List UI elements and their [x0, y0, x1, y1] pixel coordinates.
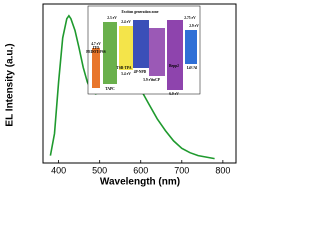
- inset-label: 4.7 eV: [91, 42, 101, 46]
- inset-label: TAPC: [105, 87, 115, 91]
- x-tick-label: 800: [215, 165, 230, 175]
- x-axis-label: Wavelength (nm): [100, 177, 180, 188]
- tapc-layer: [103, 22, 117, 84]
- npd-layer: [133, 20, 149, 68]
- x-tick-label: 400: [51, 165, 66, 175]
- bepp-layer: [167, 20, 183, 90]
- x-tick-label: 600: [133, 165, 148, 175]
- chart: EL Intensity (a.u.) Wavelength (nm) 400 5…: [5, 3, 237, 188]
- inset-label: 2.4 eV: [121, 20, 131, 24]
- ito-layer: [92, 48, 100, 88]
- inset-label: PEDOT:PSS: [86, 50, 106, 54]
- inset-label: LiF/Al: [187, 66, 197, 70]
- inset-diagram: [87, 5, 201, 95]
- inset-label: ITO: [93, 46, 100, 50]
- y-axis-label: EL Intensity (a.u.): [5, 43, 16, 126]
- inset-label: TSB-TPA: [117, 66, 132, 70]
- inset-label: mCP: [152, 78, 161, 82]
- inset-label: 4P-NPD: [134, 70, 147, 74]
- tsb-layer: [119, 26, 133, 70]
- inset-label: 5.4 eV: [121, 72, 131, 76]
- x-tick-label: 700: [174, 165, 189, 175]
- inset-label: 2.9 eV: [189, 24, 199, 28]
- inset-label: 2.75 eV: [184, 16, 196, 20]
- inset-label: 6.0 eV: [169, 92, 179, 96]
- inset-label: Bepp2: [169, 64, 179, 68]
- page: {"chart_data": {"type": "line", "xlabel"…: [4, 3, 237, 188]
- inset-label: 5.9 eV: [143, 78, 153, 82]
- inset-label: 2.3 eV: [107, 16, 117, 20]
- x-tick-label: 500: [92, 165, 107, 175]
- plot-frame: [42, 3, 237, 164]
- lif-layer: [185, 30, 197, 64]
- mcp-layer: [149, 28, 165, 76]
- inset-label: Exciton generation zone: [122, 10, 159, 14]
